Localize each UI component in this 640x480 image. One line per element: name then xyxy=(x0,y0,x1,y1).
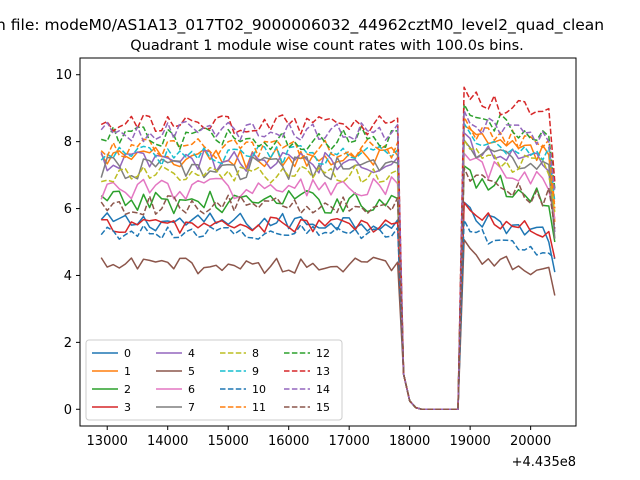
y-tick-label: 6 xyxy=(64,202,72,217)
legend-box xyxy=(85,339,343,421)
x-tick-label: 14000 xyxy=(147,434,188,449)
series-line-12 xyxy=(100,103,556,411)
series-line-13 xyxy=(100,86,556,411)
x-tick-label: 16000 xyxy=(268,434,309,449)
series-line-2 xyxy=(100,165,556,411)
legend-label-6: 6 xyxy=(188,383,195,396)
legend-label-4: 4 xyxy=(188,347,195,360)
y-tick-label: 2 xyxy=(64,336,72,351)
y-tick-label: 8 xyxy=(64,135,72,150)
legend-label-10: 10 xyxy=(252,383,266,396)
x-axis: 13000 14000 15000 16000 17000 18000 19000 20000 xyxy=(87,426,551,449)
x-tick-label: 17000 xyxy=(328,434,369,449)
legend-label-11: 11 xyxy=(252,401,266,414)
plot-area xyxy=(100,86,556,411)
legend-label-8: 8 xyxy=(252,347,259,360)
legend-label-2: 2 xyxy=(124,383,131,396)
series-line-9 xyxy=(100,122,556,411)
series-line-14 xyxy=(100,110,556,411)
series-line-1 xyxy=(100,124,556,411)
x-offset-label: +4.435e8 xyxy=(512,455,576,470)
legend-label-9: 9 xyxy=(252,365,259,378)
y-tick-label: 10 xyxy=(55,68,72,83)
y-tick-label: 4 xyxy=(64,269,72,284)
y-axis: 0 2 4 6 8 10 xyxy=(55,68,80,418)
series-line-3 xyxy=(101,201,556,411)
series-line-8 xyxy=(101,139,556,411)
series-line-15 xyxy=(100,167,556,411)
figure-suptitle: n file: modeM0/AS1A13_017T02_9000006032_… xyxy=(0,16,604,35)
x-tick-label: 13000 xyxy=(87,434,128,449)
legend-label-5: 5 xyxy=(188,365,195,378)
y-tick-label: 0 xyxy=(64,403,72,418)
legend-label-1: 1 xyxy=(124,365,131,378)
x-tick-label: 15000 xyxy=(208,434,249,449)
legend-label-0: 0 xyxy=(124,347,131,360)
series-line-10 xyxy=(100,219,556,411)
legend-label-15: 15 xyxy=(316,401,330,414)
series-line-0 xyxy=(100,201,556,411)
legend-label-14: 14 xyxy=(316,383,330,396)
x-tick-label: 18000 xyxy=(389,434,430,449)
legend-label-12: 12 xyxy=(316,347,330,360)
axes-frame xyxy=(79,57,577,427)
x-tick-label: 20000 xyxy=(510,434,551,449)
legend-label-13: 13 xyxy=(316,365,330,378)
series-line-6 xyxy=(100,152,556,411)
x-tick-label: 19000 xyxy=(449,434,490,449)
series-line-7 xyxy=(100,139,556,411)
chart-title: Quadrant 1 module wise count rates with … xyxy=(130,38,524,54)
series-line-5 xyxy=(100,238,556,411)
legend-label-3: 3 xyxy=(124,401,131,414)
legend-label-7: 7 xyxy=(188,401,195,414)
